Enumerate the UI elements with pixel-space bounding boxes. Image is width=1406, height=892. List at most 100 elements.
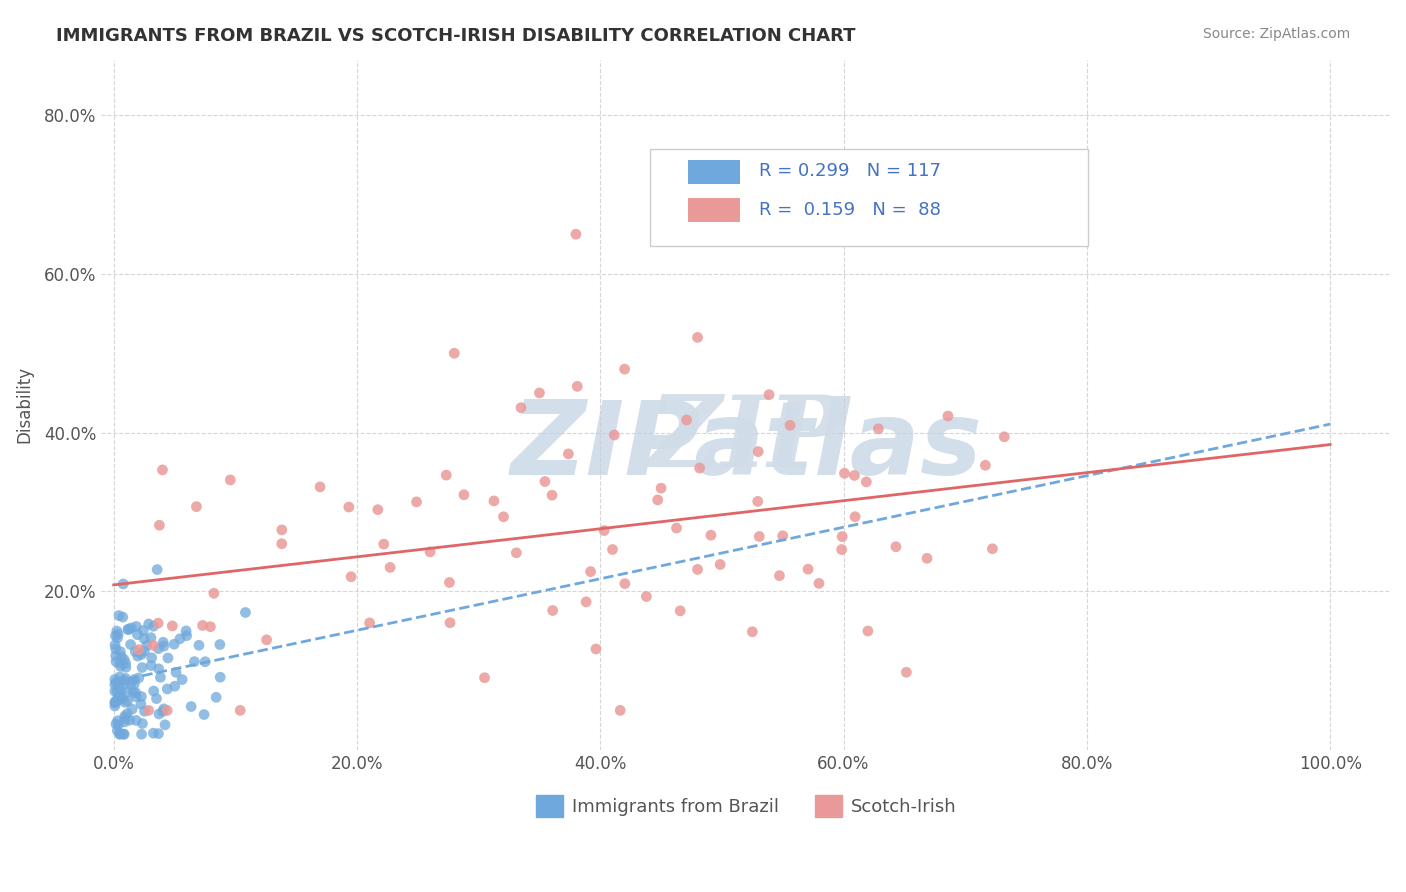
Point (104, 655, 127, 669)
Point (128, 642, 150, 657)
Point (135, 639, 157, 653)
Point (108, 727, 131, 741)
Point (183, 655, 205, 669)
Text: R =  0.159   N =  88: R = 0.159 N = 88 (759, 201, 941, 219)
Point (758, 387, 780, 401)
Point (256, 632, 278, 647)
Point (112, 727, 135, 741)
Point (105, 723, 128, 738)
Point (855, 475, 877, 489)
Point (844, 468, 866, 483)
Point (107, 689, 129, 703)
Point (105, 624, 128, 638)
Point (152, 635, 174, 649)
Point (149, 670, 172, 684)
FancyBboxPatch shape (688, 198, 740, 222)
Point (110, 657, 132, 671)
Point (104, 648, 127, 663)
Point (831, 542, 853, 557)
Point (134, 644, 156, 658)
Point (114, 672, 136, 686)
Point (112, 652, 135, 666)
Point (108, 608, 131, 623)
Point (534, 475, 557, 489)
Point (107, 693, 129, 707)
Point (153, 702, 176, 716)
Point (647, 492, 669, 507)
Point (162, 619, 184, 633)
Point (117, 694, 139, 708)
Point (834, 467, 856, 481)
Point (104, 717, 127, 731)
Point (104, 641, 127, 656)
Point (700, 528, 723, 542)
Point (124, 685, 146, 699)
Point (146, 616, 169, 631)
FancyBboxPatch shape (650, 149, 1088, 246)
Point (585, 642, 607, 657)
Point (121, 702, 143, 716)
Point (142, 619, 165, 633)
Point (797, 562, 820, 576)
Point (235, 606, 257, 620)
Point (122, 685, 145, 699)
Point (419, 545, 441, 559)
Point (541, 603, 564, 617)
Point (675, 413, 697, 427)
Point (772, 529, 794, 543)
Point (134, 704, 156, 718)
Point (309, 480, 332, 494)
Point (747, 494, 769, 508)
Point (593, 524, 616, 538)
Point (176, 629, 198, 643)
Legend: Immigrants from Brazil, Scotch-Irish: Immigrants from Brazil, Scotch-Irish (529, 788, 965, 824)
Point (856, 624, 879, 638)
Point (127, 649, 149, 664)
Point (129, 697, 152, 711)
Point (131, 716, 153, 731)
Point (270, 537, 292, 551)
Point (117, 623, 139, 637)
Point (575, 595, 598, 609)
Point (104, 695, 127, 709)
Point (453, 488, 475, 502)
Point (529, 386, 551, 401)
Point (665, 521, 688, 535)
Point (378, 560, 401, 574)
Point (111, 691, 134, 706)
Point (541, 488, 564, 502)
Point (188, 638, 211, 652)
Point (200, 620, 222, 634)
Point (153, 639, 176, 653)
Point (139, 658, 162, 673)
Point (974, 458, 997, 473)
Point (172, 673, 194, 687)
Point (124, 677, 146, 691)
Point (104, 673, 127, 687)
Point (613, 362, 636, 376)
Point (439, 575, 461, 590)
Point (156, 703, 179, 717)
Point (104, 638, 127, 652)
Point (104, 698, 127, 713)
Point (148, 662, 170, 676)
Point (142, 684, 165, 698)
Point (156, 681, 179, 696)
Point (112, 673, 135, 688)
Point (510, 401, 533, 415)
Point (104, 629, 127, 643)
Point (110, 649, 132, 664)
Point (148, 726, 170, 740)
Point (118, 713, 141, 727)
Point (367, 502, 389, 516)
Point (768, 568, 790, 582)
Point (138, 617, 160, 632)
Point (145, 691, 167, 706)
Point (132, 624, 155, 638)
Point (115, 685, 138, 699)
Point (439, 615, 461, 630)
Point (779, 418, 801, 433)
Point (557, 447, 579, 461)
Point (831, 530, 853, 544)
Point (993, 430, 1015, 444)
